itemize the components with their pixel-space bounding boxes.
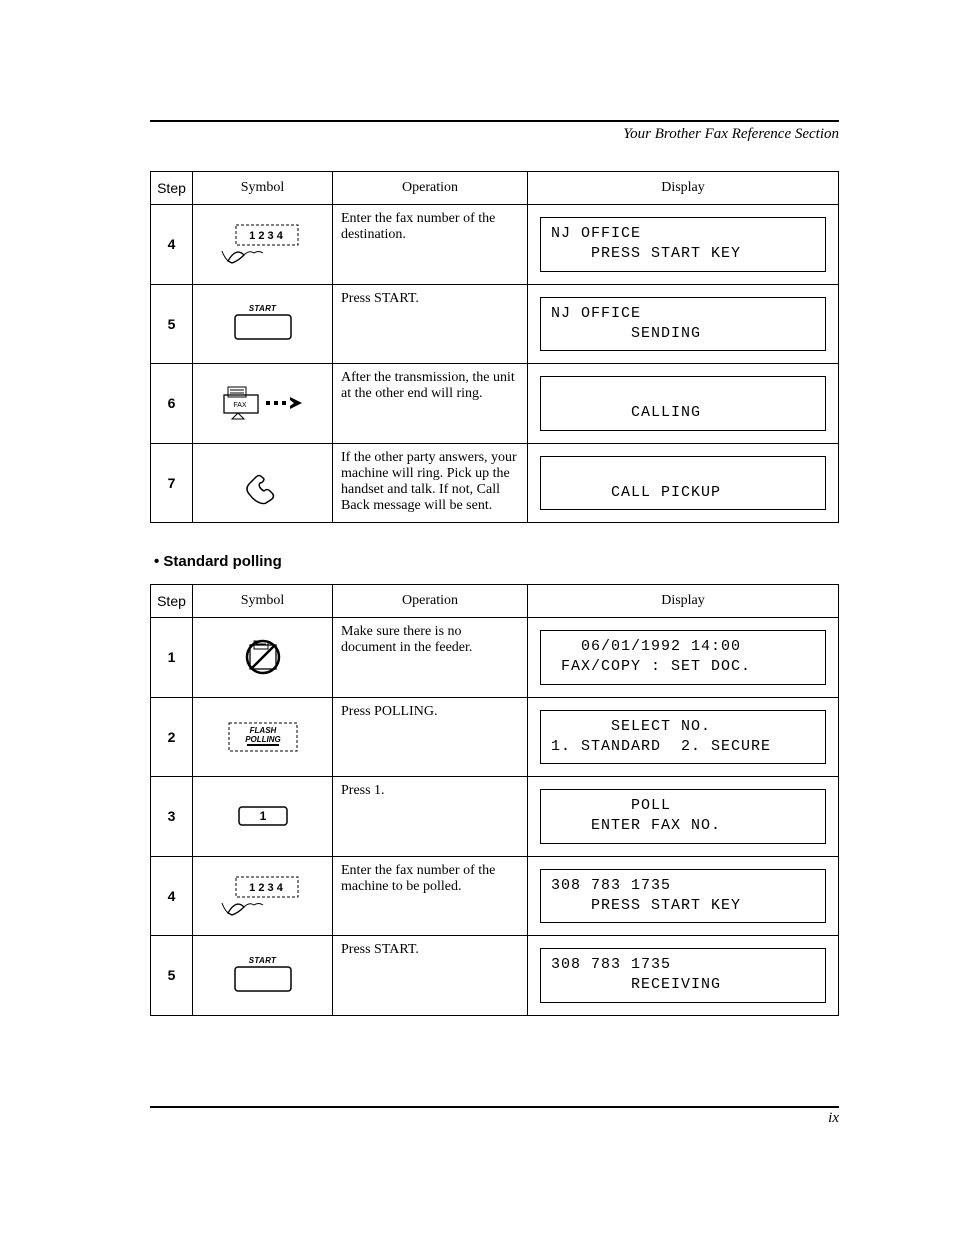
table-row: 3 1 Press 1. POLL ENTER FAX NO. bbox=[151, 777, 839, 857]
step-number: 4 bbox=[151, 205, 193, 285]
table-row: 5 START Press START. NJ OFFICE SENDING bbox=[151, 284, 839, 364]
page-number: ix bbox=[150, 1110, 839, 1127]
header-title: Your Brother Fax Reference Section bbox=[150, 126, 839, 143]
operation-text: Press POLLING. bbox=[333, 697, 528, 777]
symbol-cell: 1 2 3 4 bbox=[193, 856, 333, 936]
operation-text: After the transmission, the unit at the … bbox=[333, 364, 528, 444]
table-row: 4 1 2 3 4 Enter the fax number of the ma… bbox=[151, 856, 839, 936]
section-heading: • Standard polling bbox=[154, 553, 839, 570]
display-cell: NJ OFFICE SENDING bbox=[528, 284, 839, 364]
operation-text: Enter the fax number of the machine to b… bbox=[333, 856, 528, 936]
symbol-cell bbox=[193, 443, 333, 523]
lcd-display: CALL PICKUP bbox=[540, 456, 826, 511]
step-number: 5 bbox=[151, 936, 193, 1016]
operation-text: Make sure there is no document in the fe… bbox=[333, 618, 528, 698]
step-number: 4 bbox=[151, 856, 193, 936]
table-row: 1 Make sure there is no document in the … bbox=[151, 618, 839, 698]
start-button-icon bbox=[233, 965, 293, 995]
start-button-icon bbox=[233, 313, 293, 343]
step-number: 5 bbox=[151, 284, 193, 364]
operation-text: Press START. bbox=[333, 284, 528, 364]
step-number: 2 bbox=[151, 697, 193, 777]
start-label: START bbox=[201, 304, 324, 313]
step-number: 6 bbox=[151, 364, 193, 444]
step-number: 3 bbox=[151, 777, 193, 857]
table-row: 7 If the other party answers, your machi… bbox=[151, 443, 839, 523]
display-cell: 06/01/1992 14:00 FAX/COPY : SET DOC. bbox=[528, 618, 839, 698]
col-header-operation: Operation bbox=[333, 172, 528, 205]
table-row: 5 START Press START. 308 783 1735 RECEIV… bbox=[151, 936, 839, 1016]
footer-rule bbox=[150, 1106, 839, 1108]
symbol-cell: 1 2 3 4 bbox=[193, 205, 333, 285]
col-header-step: Step bbox=[151, 172, 193, 205]
svg-text:FAX: FAX bbox=[233, 402, 247, 409]
no-document-icon bbox=[238, 635, 288, 679]
display-cell: CALLING bbox=[528, 364, 839, 444]
table-row: 6 FAX After the transmi bbox=[151, 364, 839, 444]
display-cell: NJ OFFICE PRESS START KEY bbox=[528, 205, 839, 285]
display-cell: CALL PICKUP bbox=[528, 443, 839, 523]
step-number: 1 bbox=[151, 618, 193, 698]
flash-polling-icon: FLASH POLLING bbox=[223, 719, 303, 755]
operation-text: If the other party answers, your machine… bbox=[333, 443, 528, 523]
col-header-display: Display bbox=[528, 585, 839, 618]
steps-table-2: Step Symbol Operation Display 1 bbox=[150, 584, 839, 1016]
table-header-row: Step Symbol Operation Display bbox=[151, 172, 839, 205]
col-header-display: Display bbox=[528, 172, 839, 205]
symbol-cell: 1 bbox=[193, 777, 333, 857]
page: Your Brother Fax Reference Section Step … bbox=[0, 0, 954, 1187]
operation-text: Press START. bbox=[333, 936, 528, 1016]
table-row: 2 FLASH POLLING Press POLLING. SELECT NO… bbox=[151, 697, 839, 777]
steps-table-1: Step Symbol Operation Display 4 1 2 3 4 bbox=[150, 171, 839, 523]
svg-text:1 2 3 4: 1 2 3 4 bbox=[249, 230, 284, 242]
col-header-symbol: Symbol bbox=[193, 585, 333, 618]
keypad-icon: 1 2 3 4 bbox=[218, 873, 308, 919]
col-header-step: Step bbox=[151, 585, 193, 618]
table-header-row: Step Symbol Operation Display bbox=[151, 585, 839, 618]
svg-text:FLASH: FLASH bbox=[249, 726, 276, 735]
svg-text:1 2 3 4: 1 2 3 4 bbox=[249, 882, 284, 894]
fax-send-icon: FAX bbox=[218, 381, 308, 425]
display-cell: 308 783 1735 RECEIVING bbox=[528, 936, 839, 1016]
display-cell: POLL ENTER FAX NO. bbox=[528, 777, 839, 857]
operation-text: Enter the fax number of the destination. bbox=[333, 205, 528, 285]
symbol-cell: FAX bbox=[193, 364, 333, 444]
symbol-cell: START bbox=[193, 284, 333, 364]
symbol-cell bbox=[193, 618, 333, 698]
symbol-cell: FLASH POLLING bbox=[193, 697, 333, 777]
svg-text:POLLING: POLLING bbox=[245, 735, 281, 744]
table-row: 4 1 2 3 4 Enter the fax number of the de… bbox=[151, 205, 839, 285]
lcd-display: POLL ENTER FAX NO. bbox=[540, 789, 826, 844]
key-1-icon: 1 bbox=[233, 803, 293, 829]
col-header-symbol: Symbol bbox=[193, 172, 333, 205]
header-rule bbox=[150, 120, 839, 122]
keypad-icon: 1 2 3 4 bbox=[218, 221, 308, 267]
symbol-cell: START bbox=[193, 936, 333, 1016]
lcd-display: SELECT NO. 1. STANDARD 2. SECURE bbox=[540, 710, 826, 765]
lcd-display: 308 783 1735 RECEIVING bbox=[540, 948, 826, 1003]
display-cell: SELECT NO. 1. STANDARD 2. SECURE bbox=[528, 697, 839, 777]
lcd-display: 06/01/1992 14:00 FAX/COPY : SET DOC. bbox=[540, 630, 826, 685]
lcd-display: CALLING bbox=[540, 376, 826, 431]
display-cell: 308 783 1735 PRESS START KEY bbox=[528, 856, 839, 936]
operation-text: Press 1. bbox=[333, 777, 528, 857]
lcd-display: 308 783 1735 PRESS START KEY bbox=[540, 869, 826, 924]
lcd-display: NJ OFFICE SENDING bbox=[540, 297, 826, 352]
step-number: 7 bbox=[151, 443, 193, 523]
handset-icon bbox=[238, 461, 288, 505]
lcd-display: NJ OFFICE PRESS START KEY bbox=[540, 217, 826, 272]
svg-text:1: 1 bbox=[259, 809, 266, 823]
start-label: START bbox=[201, 956, 324, 965]
col-header-operation: Operation bbox=[333, 585, 528, 618]
